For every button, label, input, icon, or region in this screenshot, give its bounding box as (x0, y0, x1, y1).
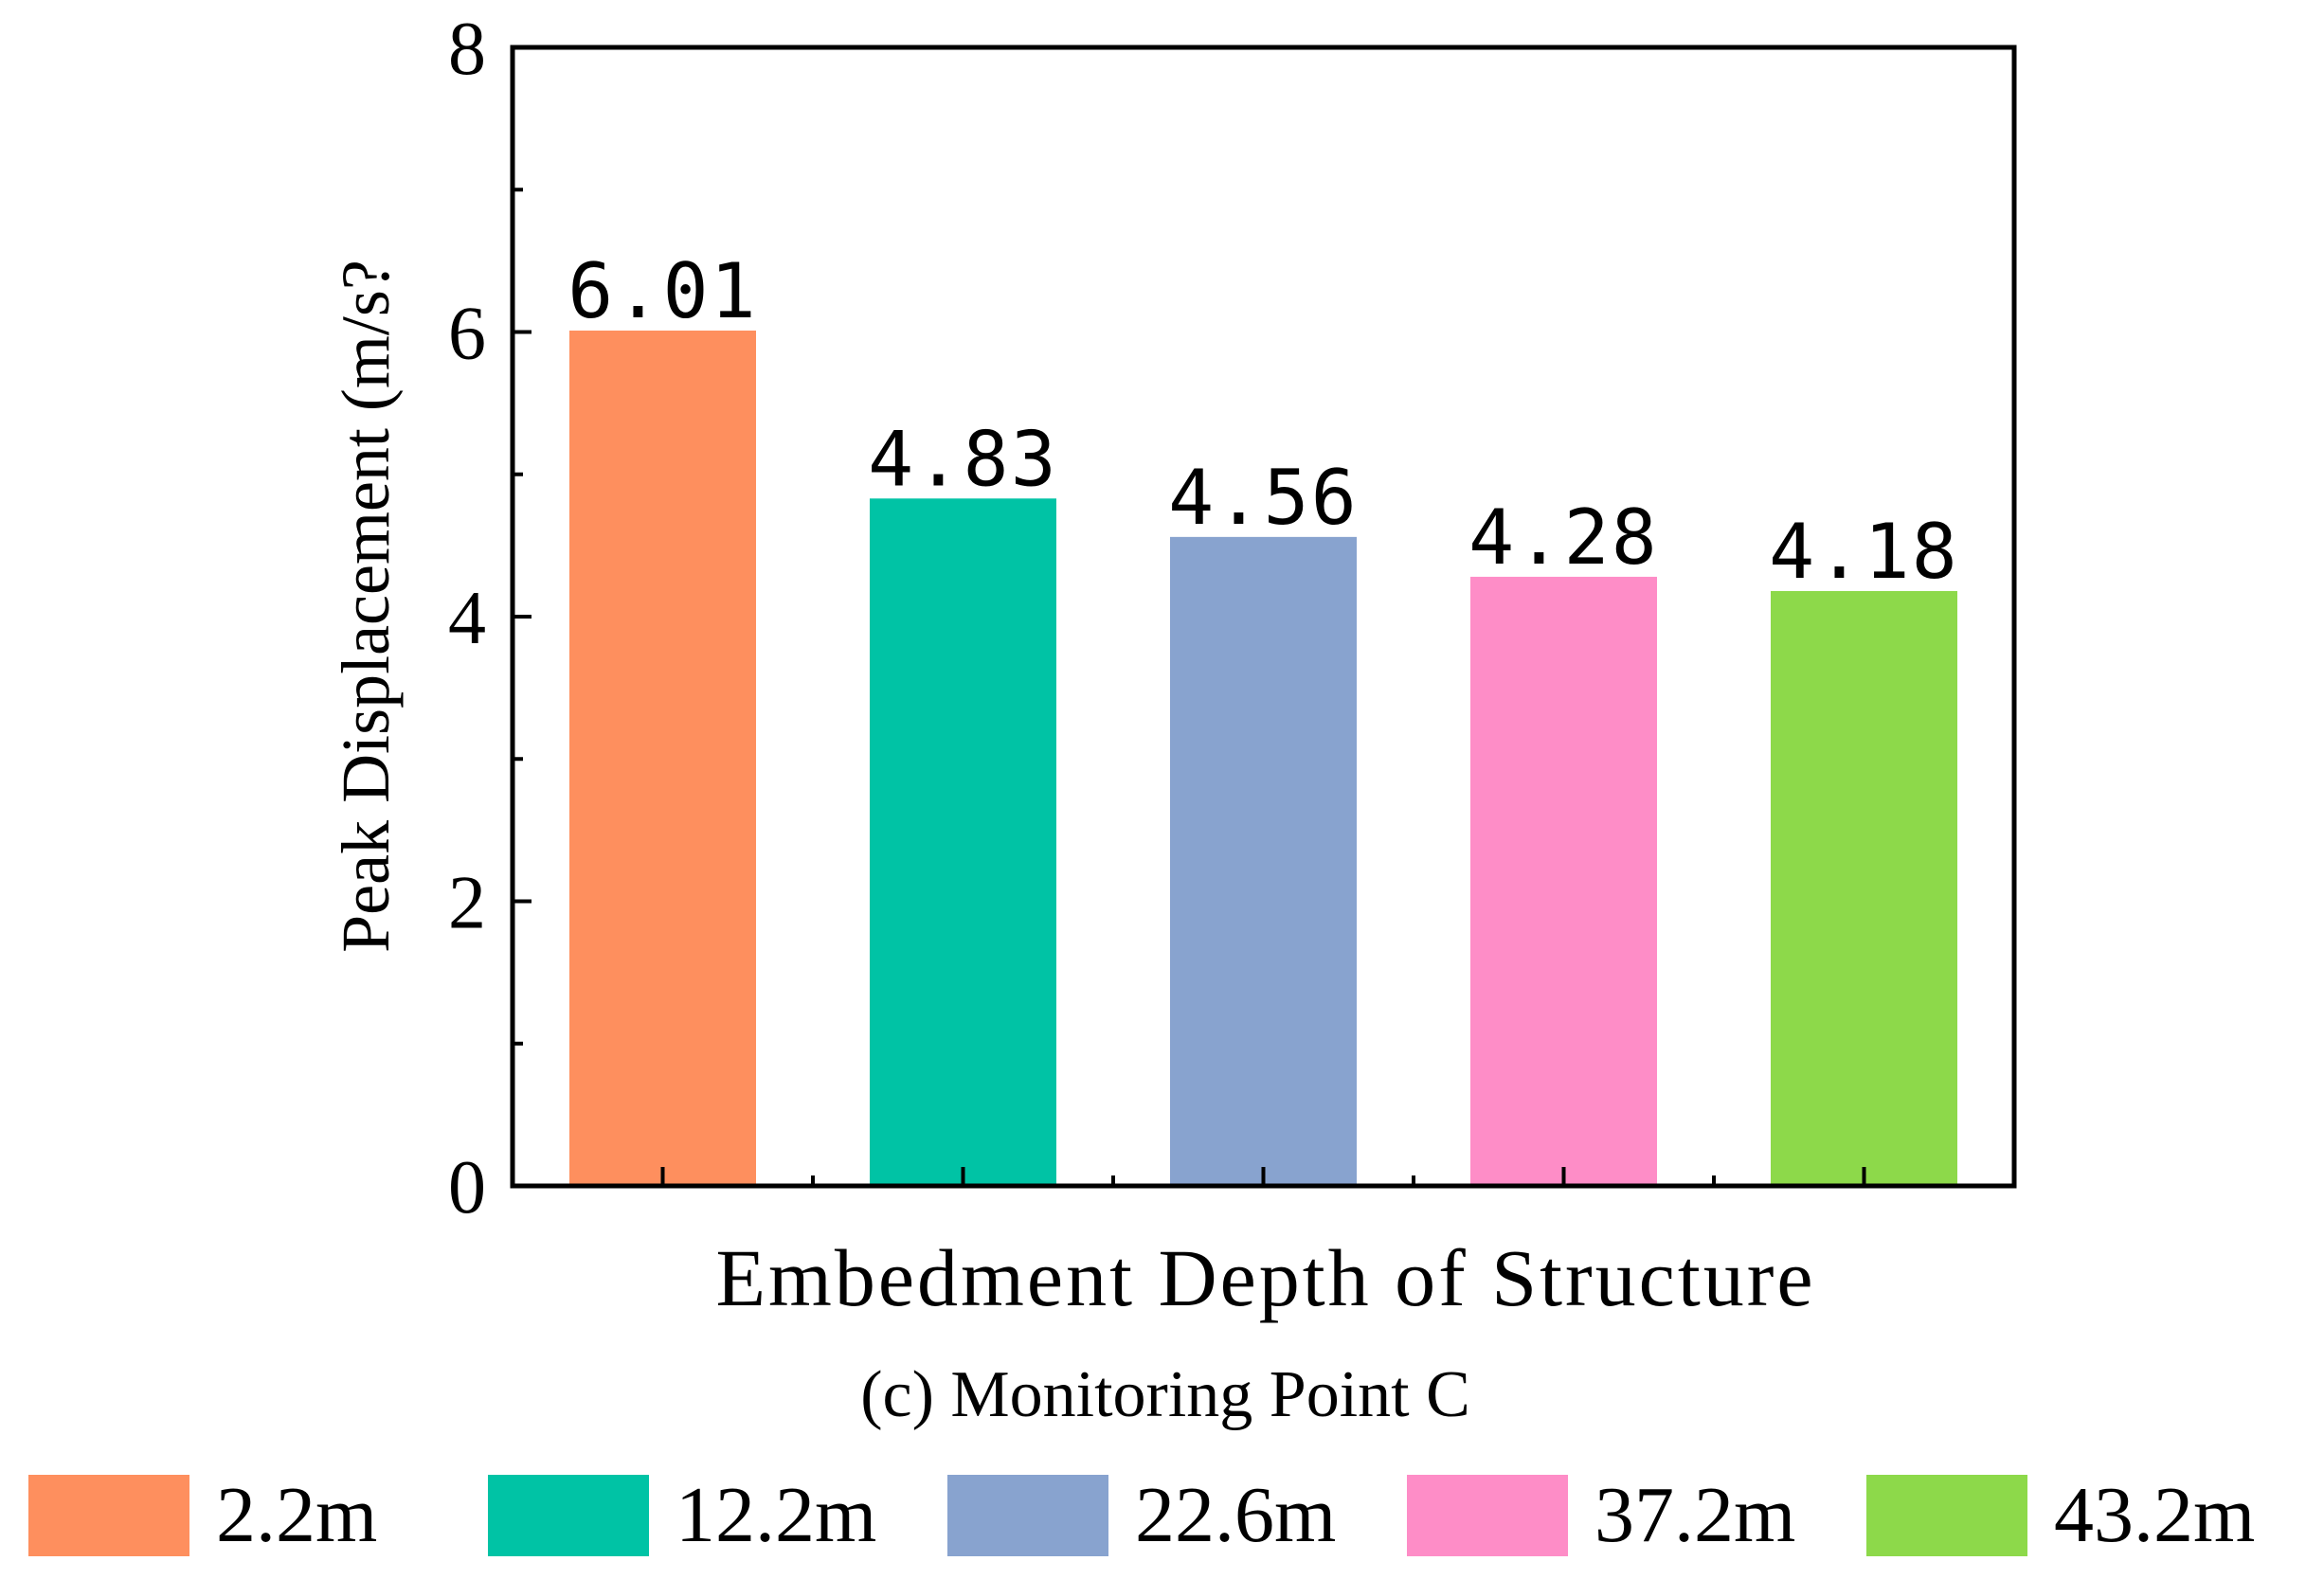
data-label-43.2m: 4.18 (1769, 508, 1959, 596)
y-tick-label: 6 (448, 293, 486, 376)
legend-swatch-12.2m (488, 1475, 649, 1556)
data-label-12.2m: 4.83 (868, 415, 1058, 503)
x-axis-label: Embedment Depth of Structure (715, 1232, 1815, 1323)
plot-area: 6.01 4.83 4.56 4.28 4.18 0 2 4 6 8 (448, 8, 2017, 1229)
bar-37.2m (1470, 576, 1657, 1186)
legend-label-12.2m: 12.2m (676, 1471, 876, 1559)
bar-43.2m (1771, 590, 1957, 1186)
legend-swatch-2.2m (28, 1475, 189, 1556)
data-label-22.6m: 4.56 (1168, 454, 1359, 542)
y-tick-label: 4 (448, 577, 486, 660)
bar-2.2m (569, 330, 756, 1186)
y-axis-ticks: 0 2 4 6 8 (448, 8, 531, 1229)
y-tick-label: 2 (448, 862, 486, 945)
legend-swatch-22.6m (947, 1475, 1108, 1556)
y-tick-label: 8 (448, 8, 486, 91)
bar-12.2m (870, 498, 1056, 1186)
legend-label-37.2m: 37.2m (1594, 1471, 1795, 1559)
legend: 2.2m 12.2m 22.6m 37.2m 43.2m (28, 1471, 2255, 1559)
legend-label-22.6m: 22.6m (1135, 1471, 1336, 1559)
y-tick-label: 0 (448, 1146, 486, 1229)
y-axis-label: Peak Displacement (m/s? (328, 260, 404, 953)
legend-swatch-43.2m (1866, 1475, 2027, 1556)
legend-swatch-37.2m (1407, 1475, 1568, 1556)
data-labels: 6.01 4.83 4.56 4.28 4.18 (567, 247, 1959, 596)
legend-label-43.2m: 43.2m (2054, 1471, 2255, 1559)
bars (569, 330, 1957, 1186)
x-axis-ticks (660, 1167, 1866, 1186)
figure-caption: (c) Monitoring Point C (860, 1358, 1470, 1431)
legend-label-2.2m: 2.2m (216, 1471, 377, 1559)
data-label-2.2m: 6.01 (567, 247, 758, 335)
bar-22.6m (1170, 536, 1357, 1186)
data-label-37.2m: 4.28 (1468, 493, 1659, 582)
